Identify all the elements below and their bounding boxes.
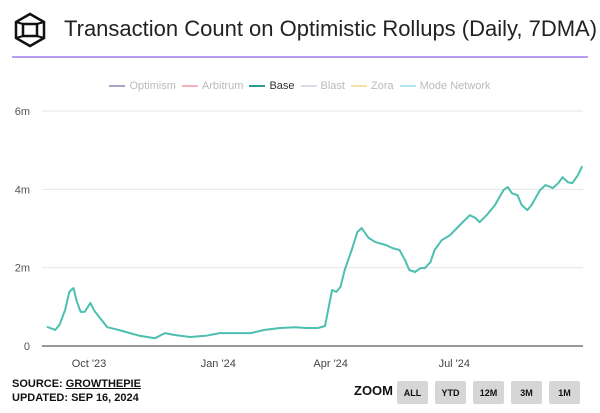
legend-label: Base: [269, 80, 295, 92]
legend-label: Mode Network: [419, 80, 491, 92]
zoom-label: ZOOM: [354, 383, 393, 398]
cube-logo-icon: [14, 12, 46, 48]
legend-swatch: [109, 85, 126, 88]
legend-swatch: [249, 85, 266, 88]
legend-label: Blast: [320, 80, 345, 92]
y-tick-label: 2m: [15, 263, 30, 275]
zoom-12m-button[interactable]: 12M: [473, 381, 504, 404]
line-chart: 0 2m 4m 6m Oct '23 Jan '24 Apr '24 Jul '24: [15, 106, 584, 370]
zoom-ytd-button[interactable]: YTD: [435, 381, 466, 404]
updated-date: UPDATED: SEP 16, 2024: [12, 392, 139, 404]
legend-swatch: [300, 85, 317, 88]
y-tick-label: 4m: [15, 184, 30, 196]
source-prefix: SOURCE:: [12, 378, 66, 390]
footer-info: SOURCE: GROWTHEPIE UPDATED: SEP 16, 2024: [12, 377, 141, 405]
legend-item-base[interactable]: Base: [249, 80, 295, 92]
legend-label: Optimism: [129, 80, 176, 92]
x-tick-label: Apr '24: [313, 358, 348, 370]
zoom-3m-button[interactable]: 3M: [511, 381, 542, 404]
legend-item-arbitrum[interactable]: Arbitrum: [181, 80, 244, 92]
legend-label: Zora: [371, 80, 394, 92]
legend: Optimism Arbitrum Base Blast Zora Mode Networ…: [0, 80, 600, 92]
zoom-all-button[interactable]: ALL: [397, 381, 428, 404]
legend-item-optimism[interactable]: Optimism: [109, 80, 176, 92]
y-tick-label: 0: [24, 341, 30, 353]
x-tick-label: Oct '23: [72, 358, 107, 370]
series-line-base: [46, 165, 584, 340]
legend-swatch: [351, 85, 367, 88]
x-tick-label: Jan '24: [201, 358, 236, 370]
chart-title: Transaction Count on Optimistic Rollups …: [64, 16, 598, 41]
y-tick-label: 6m: [15, 106, 30, 118]
legend-item-blast[interactable]: Blast: [300, 80, 345, 92]
legend-item-zora[interactable]: Zora: [351, 80, 394, 92]
x-tick-label: Jul '24: [439, 358, 470, 370]
legend-label: Arbitrum: [201, 80, 244, 92]
legend-item-mode-network[interactable]: Mode Network: [399, 80, 491, 92]
zoom-1m-button[interactable]: 1M: [549, 381, 580, 404]
source-link[interactable]: GROWTHEPIE: [65, 378, 141, 390]
legend-swatch: [181, 85, 198, 88]
legend-swatch: [399, 85, 416, 88]
title-divider: [12, 56, 588, 58]
